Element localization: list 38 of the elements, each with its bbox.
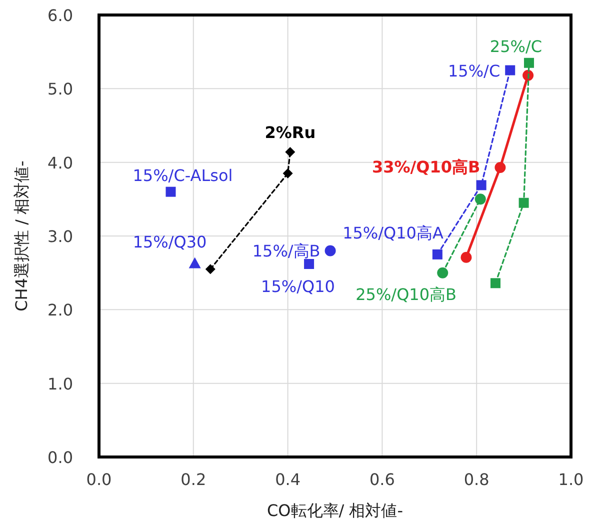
point [285, 147, 296, 158]
y-axis-title: CH4選択性 / 相対値- [12, 160, 31, 312]
series-label: 15%/Q10 [261, 276, 335, 296]
series-label: 15%/高B [252, 242, 320, 261]
point [205, 264, 216, 274]
point [474, 194, 486, 205]
y-tick-label: 5.0 [48, 80, 73, 99]
x-tick-label: 0.4 [275, 470, 301, 489]
x-tick-label: 0.0 [86, 470, 112, 489]
x-tick-label: 0.8 [464, 470, 490, 489]
y-tick-label: 4.0 [48, 153, 73, 172]
point [490, 278, 500, 288]
point [505, 65, 516, 76]
series-label: 33%/Q10高B [372, 157, 480, 176]
point [494, 162, 506, 173]
series-label: 25%/Q10高B [356, 284, 457, 304]
annotation: 25%/C [490, 36, 542, 56]
x-tick-label: 0.6 [369, 470, 395, 489]
x-tick-label: 0.2 [180, 470, 206, 489]
y-tick-label: 2.0 [48, 300, 73, 320]
annotation: 15%/C [448, 61, 500, 80]
point [282, 168, 293, 178]
series-label: 2%Ru [264, 123, 316, 142]
point [518, 198, 529, 208]
x-tick-label: 1.0 [558, 470, 584, 489]
x-axis-title: CO転化率/ 相対値- [266, 501, 404, 520]
y-tick-label: 6.0 [48, 6, 73, 25]
point [460, 252, 472, 263]
series-label: 15%/Q30 [132, 232, 207, 252]
series-label: 15%/Q10高A [342, 223, 444, 242]
y-tick-label: 3.0 [48, 227, 73, 246]
point [476, 180, 486, 190]
y-tick-label: 0.0 [48, 448, 73, 467]
point [437, 267, 448, 278]
point [524, 58, 534, 68]
series-label: 15%/C-ALsol [132, 166, 233, 185]
y-tick-label: 1.0 [48, 374, 73, 394]
point [432, 249, 442, 260]
